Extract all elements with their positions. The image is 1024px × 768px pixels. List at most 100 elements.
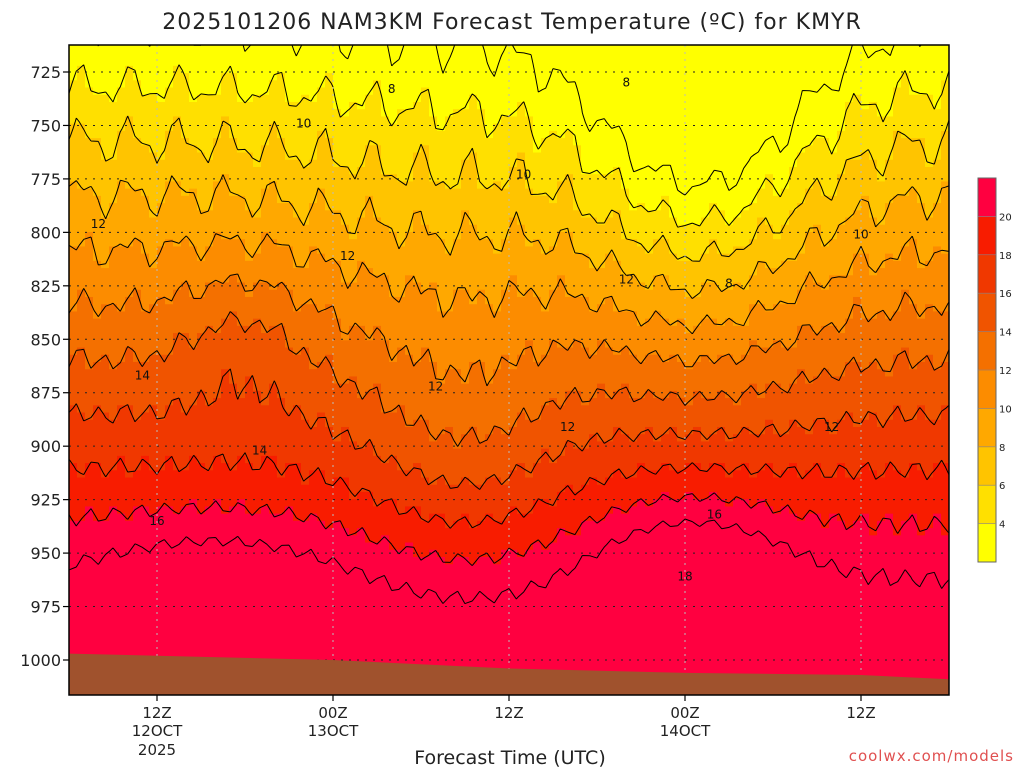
fill-cell bbox=[205, 73, 214, 81]
fill-cell bbox=[117, 275, 126, 284]
fill-cell bbox=[125, 109, 134, 118]
fill-cell bbox=[381, 441, 390, 450]
fill-cell bbox=[333, 571, 342, 580]
fill-cell bbox=[373, 484, 382, 493]
fill-cell bbox=[349, 58, 358, 67]
fill-cell bbox=[381, 260, 390, 269]
fill-cell bbox=[165, 123, 174, 132]
fill-cell bbox=[229, 455, 238, 464]
fill-cell bbox=[93, 101, 102, 110]
fill-cell bbox=[373, 448, 382, 457]
fill-cell bbox=[349, 145, 358, 154]
fill-cell bbox=[365, 282, 374, 291]
fill-cell bbox=[173, 101, 182, 110]
fill-cell bbox=[301, 383, 310, 392]
fill-cell bbox=[477, 217, 486, 226]
fill-cell bbox=[493, 354, 502, 363]
fill-cell bbox=[109, 282, 118, 291]
fill-cell bbox=[229, 166, 238, 175]
fill-cell bbox=[277, 333, 286, 341]
fill-cell bbox=[469, 318, 478, 327]
fill-cell bbox=[293, 217, 302, 226]
fill-cell bbox=[109, 51, 118, 60]
fill-cell bbox=[69, 614, 78, 623]
fill-cell bbox=[133, 268, 142, 276]
fill-cell bbox=[85, 325, 94, 334]
fill-cell bbox=[277, 210, 286, 219]
fill-cell bbox=[341, 325, 350, 334]
fill-cell bbox=[357, 181, 366, 190]
fill-cell bbox=[365, 130, 374, 139]
fill-cell bbox=[453, 347, 462, 356]
fill-cell bbox=[357, 643, 366, 652]
fill-cell bbox=[141, 101, 150, 110]
fill-cell bbox=[189, 275, 198, 284]
fill-cell bbox=[165, 426, 174, 435]
fill-cell bbox=[461, 239, 470, 248]
fill-cell bbox=[197, 195, 206, 204]
fill-cell bbox=[469, 361, 478, 370]
fill-cell bbox=[261, 166, 270, 175]
fill-cell bbox=[237, 275, 246, 284]
fill-cell bbox=[189, 87, 198, 96]
fill-cell bbox=[173, 629, 182, 638]
fill-cell bbox=[421, 643, 430, 652]
fill-cell bbox=[221, 361, 230, 370]
fill-cell bbox=[181, 109, 190, 118]
fill-cell bbox=[477, 296, 486, 305]
fill-cell bbox=[389, 130, 398, 139]
fill-cell bbox=[357, 282, 366, 291]
fill-cell bbox=[493, 499, 502, 508]
fill-cell bbox=[77, 138, 86, 146]
fill-cell bbox=[109, 174, 118, 183]
fill-cell bbox=[165, 101, 174, 110]
fill-cell bbox=[157, 405, 166, 414]
fill-cell bbox=[333, 528, 342, 536]
fill-cell bbox=[85, 51, 94, 60]
fill-cell bbox=[125, 224, 134, 233]
fill-cell bbox=[437, 491, 446, 500]
fill-cell bbox=[501, 159, 510, 168]
fill-cell bbox=[133, 217, 142, 226]
fill-cell bbox=[237, 405, 246, 414]
fill-cell bbox=[85, 116, 94, 125]
fill-cell bbox=[245, 325, 254, 334]
fill-cell bbox=[397, 549, 406, 558]
fill-cell bbox=[421, 268, 430, 276]
fill-cell bbox=[77, 340, 86, 349]
fill-cell bbox=[237, 73, 246, 81]
fill-cell bbox=[445, 542, 454, 551]
fill-cell bbox=[357, 311, 366, 320]
fill-cell bbox=[293, 246, 302, 255]
fill-cell bbox=[277, 181, 286, 190]
fill-cell bbox=[349, 434, 358, 443]
fill-cell bbox=[173, 535, 182, 544]
fill-cell bbox=[477, 239, 486, 248]
fill-cell bbox=[109, 80, 118, 89]
fill-cell bbox=[309, 181, 318, 190]
fill-cell bbox=[469, 600, 478, 609]
fill-cell bbox=[389, 455, 398, 464]
fill-cell bbox=[173, 58, 182, 67]
fill-cell bbox=[437, 268, 446, 276]
fill-cell bbox=[205, 188, 214, 197]
fill-cell bbox=[229, 477, 238, 486]
fill-cell bbox=[357, 600, 366, 609]
fill-cell bbox=[229, 426, 238, 435]
fill-cell bbox=[509, 289, 518, 298]
fill-cell bbox=[429, 246, 438, 255]
fill-cell bbox=[413, 45, 422, 53]
fill-cell bbox=[469, 188, 478, 197]
fill-cell bbox=[285, 621, 294, 630]
fill-cell bbox=[253, 621, 262, 630]
fill-cell bbox=[445, 600, 454, 609]
fill-cell bbox=[421, 607, 430, 616]
fill-cell bbox=[93, 434, 102, 443]
fill-cell bbox=[325, 390, 334, 399]
fill-cell bbox=[109, 513, 118, 522]
fill-cell bbox=[125, 398, 134, 406]
fill-cell bbox=[325, 463, 334, 471]
fill-cell bbox=[285, 195, 294, 204]
fill-cell bbox=[461, 152, 470, 161]
fill-cell bbox=[93, 145, 102, 154]
